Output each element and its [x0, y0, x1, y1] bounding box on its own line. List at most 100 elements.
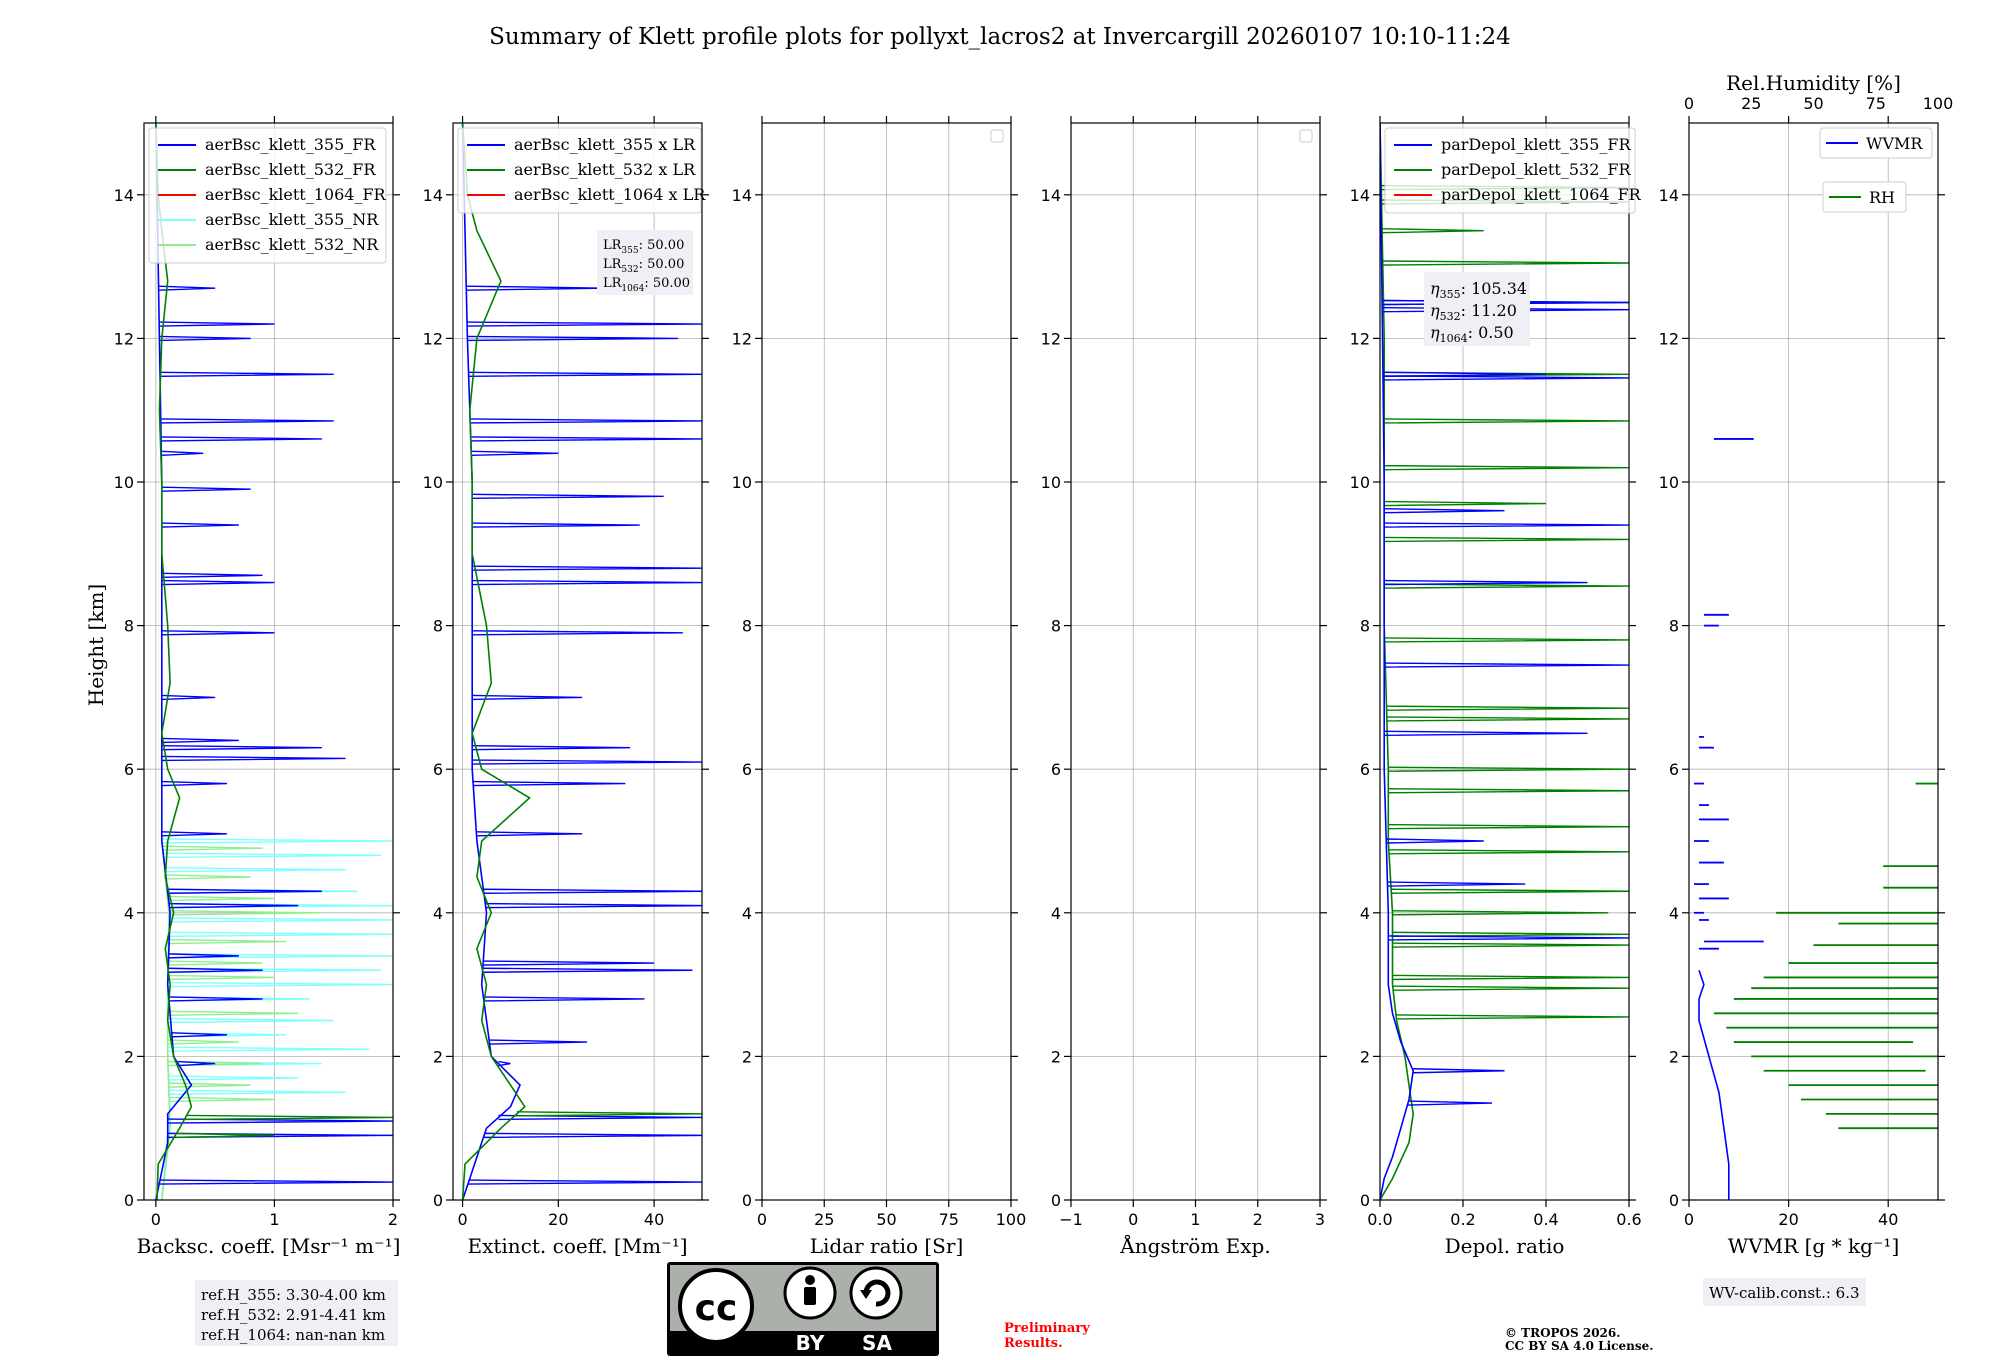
- annotation-line: LR1064: 50.00: [603, 276, 690, 294]
- series-spike: [167, 895, 275, 902]
- y-tick-label: 2: [124, 1047, 134, 1066]
- panel-frame: [1688, 122, 1939, 1201]
- y-tick-label: 4: [1051, 904, 1061, 923]
- legend-frame: [1384, 127, 1636, 214]
- series-spike: [161, 630, 275, 636]
- series-spike: [167, 981, 393, 988]
- annotation-line: η532: 11.20: [1430, 301, 1517, 323]
- legend-frame: [1822, 181, 1907, 213]
- y-tick-label: 4: [124, 904, 134, 923]
- y-tick-label: 12: [114, 329, 134, 348]
- x-tick-label: 100: [996, 1210, 1027, 1229]
- panel-lidar_ratio: 0 2 4 6 8 10 12 14 0 25 50 75 100 Lidar ratio [Sr]: [732, 116, 1027, 1258]
- series-spike: [167, 888, 322, 894]
- top-x-tick-label: 25: [1741, 94, 1761, 113]
- y-tick-label: 6: [1051, 760, 1061, 779]
- x-tick-label: 0: [457, 1210, 467, 1229]
- annotation-symbol: LR: [603, 257, 623, 272]
- copyright-line-2: CC BY SA 4.0 License.: [1505, 1339, 1653, 1353]
- top-axis-label: Rel.Humidity [%]: [1726, 71, 1901, 95]
- series-spike: [178, 1060, 216, 1067]
- series-spike: [168, 967, 263, 973]
- x-tick-label: 3: [1315, 1210, 1325, 1229]
- series-RH: [1713, 782, 1938, 1130]
- annotation-symbol: LR: [603, 238, 623, 253]
- x-tick-label: 25: [814, 1210, 834, 1229]
- series-spike: [169, 1089, 346, 1096]
- series-spike: [1396, 1014, 1629, 1020]
- panel-frame: [1379, 122, 1630, 1201]
- x-axis-label: Ångström Exp.: [1119, 1233, 1270, 1258]
- series-spike: [161, 838, 393, 844]
- annotation-bg: [1424, 272, 1530, 346]
- panel-data: [155, 123, 393, 1200]
- series-spike: [161, 694, 216, 701]
- series-spike: [1382, 260, 1629, 266]
- series-spike: [1407, 1100, 1493, 1106]
- sa-arrow-head: [860, 1290, 872, 1299]
- by-label: BY: [796, 1331, 825, 1355]
- annotation-symbol: η: [1430, 279, 1440, 298]
- series-spike: [1386, 838, 1484, 844]
- panel-grid: [761, 123, 1012, 1201]
- y-tick-label: 0: [124, 1191, 134, 1210]
- legend: parDepol_klett_355_FR parDepol_klett_532_…: [1384, 127, 1642, 214]
- top-x-tick-label: 0: [1684, 94, 1694, 113]
- copyright-line-1: © TROPOS 2026.: [1505, 1326, 1620, 1340]
- y-tick-label: 6: [433, 760, 443, 779]
- annotation-symbol: η: [1430, 301, 1440, 320]
- series-spike: [483, 888, 702, 894]
- annotation-value: : 11.20: [1461, 301, 1517, 320]
- ref-height-355: ref.H_355: 3.30-4.00 km: [201, 1286, 386, 1304]
- series-spike: [161, 737, 239, 744]
- x-tick-label: 2: [388, 1210, 398, 1229]
- y-tick-label: 2: [1360, 1047, 1370, 1066]
- x-axis-label: Depol. ratio: [1445, 1234, 1565, 1258]
- series-spike: [168, 953, 239, 959]
- legend-frame: [1819, 127, 1933, 159]
- series-spike: [169, 1096, 275, 1103]
- series-spike: [159, 335, 251, 342]
- y-tick-label: 10: [423, 473, 443, 492]
- series-spike: [161, 486, 251, 492]
- x-tick-label: 2: [1253, 1210, 1263, 1229]
- ref-height-box: ref.H_355: 3.30-4.00 km ref.H_532: 2.91-…: [195, 1280, 398, 1346]
- y-tick-label: 14: [1041, 186, 1061, 205]
- y-tick-label: 10: [732, 473, 752, 492]
- y-tick-label: 8: [1051, 617, 1061, 636]
- annotation-line: η355: 105.34: [1430, 279, 1527, 301]
- x-tick-label: 0: [757, 1210, 767, 1229]
- y-tick-label: 2: [1669, 1047, 1679, 1066]
- series-profile-line: [1698, 969, 1730, 1200]
- y-tick-label: 12: [1659, 329, 1679, 348]
- panel-data: [461, 123, 702, 1200]
- x-tick-label: 0: [1684, 1210, 1694, 1229]
- series-spike: [167, 1039, 239, 1045]
- series-spike: [159, 321, 275, 327]
- person-head: [805, 1275, 815, 1285]
- y-tick-label: 12: [1350, 329, 1370, 348]
- series-profile-line: [155, 123, 193, 1200]
- series-spike: [162, 845, 263, 851]
- panel-grid: [1070, 123, 1321, 1201]
- y-tick-label: 10: [1041, 473, 1061, 492]
- x-tick-label: 75: [939, 1210, 959, 1229]
- series-spike: [473, 780, 626, 787]
- sa-label: SA: [862, 1331, 892, 1355]
- series-spike: [185, 1114, 393, 1121]
- ref-height-1064: ref.H_1064: nan-nan km: [201, 1326, 385, 1344]
- series-spike: [1382, 371, 1547, 377]
- x-tick-label: 40: [644, 1210, 664, 1229]
- x-tick-label: 0: [151, 1210, 161, 1229]
- legend: WVMR RH: [1819, 127, 1933, 213]
- legend-label: aerBsc_klett_532 x LR: [514, 160, 696, 179]
- series-profile-line: [461, 123, 521, 1200]
- series-spike: [1384, 418, 1629, 424]
- legend-label: WVMR: [1866, 134, 1923, 153]
- x-axis-label: Backsc. coeff. [Msr⁻¹ m⁻¹]: [137, 1234, 401, 1258]
- series-spike: [1384, 579, 1588, 586]
- x-tick-label: 50: [876, 1210, 896, 1229]
- x-tick-label: 40: [1878, 1210, 1898, 1229]
- series-aerBsc_klett_532 x LR: [461, 123, 702, 1200]
- series-spike: [168, 910, 322, 916]
